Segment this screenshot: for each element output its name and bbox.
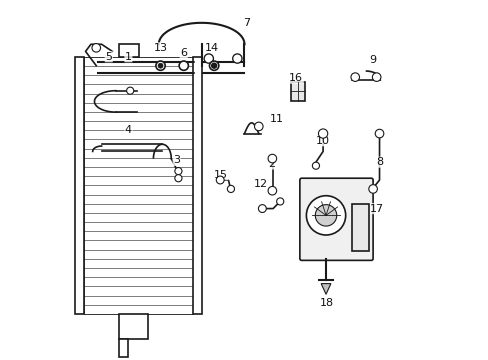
Circle shape [258, 204, 266, 212]
Text: 5: 5 [105, 52, 112, 62]
Text: 1: 1 [124, 52, 132, 62]
Bar [192, 57, 201, 314]
Circle shape [156, 61, 165, 70]
Circle shape [374, 129, 383, 138]
Text: 2: 2 [267, 159, 274, 169]
Circle shape [276, 198, 283, 205]
FancyBboxPatch shape [119, 314, 147, 339]
Text: 15: 15 [214, 170, 228, 180]
Circle shape [126, 87, 134, 94]
Circle shape [211, 63, 216, 68]
Text: 4: 4 [124, 125, 132, 135]
Bar [83, 57, 192, 314]
Text: 17: 17 [369, 203, 383, 213]
Circle shape [92, 44, 101, 52]
Polygon shape [321, 284, 330, 294]
Text: 11: 11 [269, 114, 283, 124]
Bar [75, 57, 83, 314]
Circle shape [306, 196, 345, 235]
Text: 16: 16 [289, 73, 303, 83]
FancyBboxPatch shape [299, 178, 372, 260]
Bar [290, 82, 305, 102]
Text: 13: 13 [153, 43, 167, 53]
Circle shape [350, 73, 359, 81]
Circle shape [312, 162, 319, 169]
Circle shape [216, 176, 224, 184]
Text: 7: 7 [242, 18, 249, 28]
FancyBboxPatch shape [119, 339, 128, 357]
Text: 10: 10 [315, 136, 329, 146]
Circle shape [232, 54, 242, 63]
Text: 9: 9 [369, 55, 376, 65]
Circle shape [209, 61, 218, 70]
Circle shape [267, 154, 276, 163]
Bar [351, 204, 368, 251]
Circle shape [267, 186, 276, 195]
Text: 8: 8 [376, 157, 383, 167]
Circle shape [254, 122, 263, 131]
Text: 12: 12 [253, 179, 267, 189]
Text: 6: 6 [180, 48, 187, 58]
Circle shape [227, 185, 234, 193]
Circle shape [372, 73, 380, 81]
Text: 3: 3 [173, 156, 180, 165]
Circle shape [203, 54, 213, 63]
Text: 18: 18 [319, 298, 333, 308]
Circle shape [175, 175, 182, 182]
FancyBboxPatch shape [119, 44, 139, 57]
Circle shape [158, 63, 163, 68]
Circle shape [175, 167, 182, 175]
Circle shape [368, 185, 377, 193]
Circle shape [315, 204, 336, 226]
Circle shape [318, 129, 327, 138]
Circle shape [179, 61, 188, 70]
Text: 14: 14 [205, 43, 219, 53]
